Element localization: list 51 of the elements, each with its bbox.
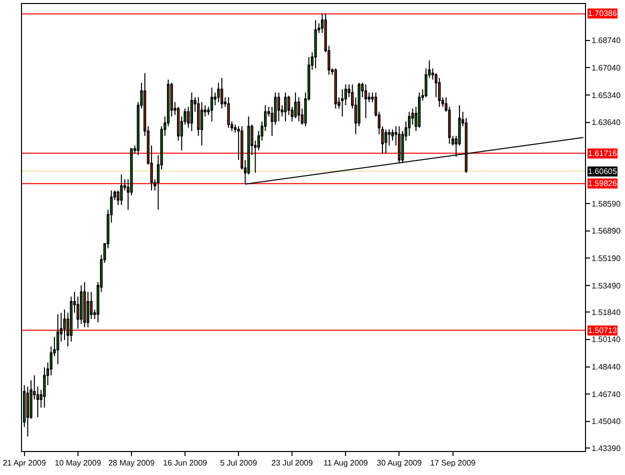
candlestick [408, 111, 411, 136]
candlestick [120, 174, 123, 206]
candlestick [364, 84, 368, 119]
y-tick-label: 1.50140 [592, 335, 622, 344]
candlestick [391, 128, 394, 142]
candlestick [341, 88, 344, 118]
x-tick-label: 30 Aug 2009 [376, 458, 422, 468]
candlestick [277, 92, 280, 122]
x-tick-label: 5 Jul 2009 [220, 458, 258, 468]
candlestick [384, 128, 388, 154]
candlestick [70, 296, 73, 342]
candlestick [43, 366, 46, 408]
x-tick-label: 16 Jun 2009 [162, 458, 208, 468]
y-tick-label: 1.43390 [592, 444, 622, 453]
candlestick [83, 282, 86, 328]
x-tick-label: 23 Jul 2009 [271, 458, 314, 468]
candlestick [297, 96, 300, 122]
x-tick-label: 11 Aug 2009 [324, 458, 368, 468]
y-tick-label: 1.45040 [592, 417, 622, 426]
candlestick [334, 68, 337, 110]
candlestick [210, 87, 214, 122]
candlestick [227, 96, 230, 128]
y-tick-label: 1.46740 [592, 390, 622, 399]
y-tick-label: 1.53490 [592, 281, 622, 290]
y-tick-label: 1.58590 [592, 199, 622, 208]
y-tick-label: 1.68740 [592, 36, 622, 46]
y-tick-label: 1.56890 [592, 226, 622, 236]
y-tick-label: 1.55190 [592, 254, 622, 264]
candlestick [438, 77, 441, 108]
candlestick [190, 92, 194, 132]
candlestick [418, 92, 421, 128]
x-tick-label: 28 May 2009 [108, 458, 156, 468]
candlestick [56, 314, 60, 365]
ref-line-label: 1.61716 [588, 149, 618, 158]
x-tick-label: 17 Sep 2009 [430, 458, 476, 468]
ref-line-label: 1.60605 [588, 167, 618, 176]
y-tick-label: 1.67040 [592, 63, 622, 72]
candlestick [200, 102, 204, 146]
ref-line-label: 1.59826 [588, 179, 618, 188]
candlestick [314, 20, 317, 69]
ref-line-label: 1.50713 [588, 326, 618, 335]
y-tick-label: 1.65340 [592, 90, 622, 100]
candlestick [220, 77, 224, 110]
x-tick-label: 21 Apr 2009 [2, 458, 46, 468]
candlestick [294, 92, 297, 119]
y-tick-label: 1.63640 [592, 118, 622, 128]
x-tick-label: 10 May 2009 [54, 458, 102, 468]
y-tick-label: 1.48440 [592, 362, 622, 372]
y-tick-label: 1.51840 [592, 308, 622, 317]
candlestick [284, 92, 287, 122]
ref-line-label: 1.70386 [588, 9, 618, 18]
